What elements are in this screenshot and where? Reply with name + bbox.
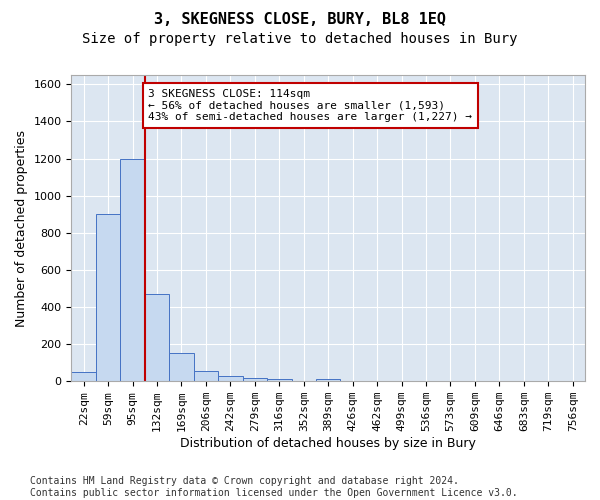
Text: Size of property relative to detached houses in Bury: Size of property relative to detached ho… <box>82 32 518 46</box>
Bar <box>71 372 96 381</box>
Bar <box>218 376 242 381</box>
Bar <box>316 379 340 381</box>
Text: 3, SKEGNESS CLOSE, BURY, BL8 1EQ: 3, SKEGNESS CLOSE, BURY, BL8 1EQ <box>154 12 446 28</box>
Bar <box>121 158 145 381</box>
Bar <box>267 379 292 381</box>
Bar <box>145 294 169 381</box>
X-axis label: Distribution of detached houses by size in Bury: Distribution of detached houses by size … <box>180 437 476 450</box>
Bar <box>96 214 121 381</box>
Text: Contains HM Land Registry data © Crown copyright and database right 2024.
Contai: Contains HM Land Registry data © Crown c… <box>30 476 518 498</box>
Bar <box>169 354 194 381</box>
Y-axis label: Number of detached properties: Number of detached properties <box>15 130 28 326</box>
Bar <box>242 378 267 381</box>
Text: 3 SKEGNESS CLOSE: 114sqm
← 56% of detached houses are smaller (1,593)
43% of sem: 3 SKEGNESS CLOSE: 114sqm ← 56% of detach… <box>148 89 472 122</box>
Bar <box>194 371 218 381</box>
